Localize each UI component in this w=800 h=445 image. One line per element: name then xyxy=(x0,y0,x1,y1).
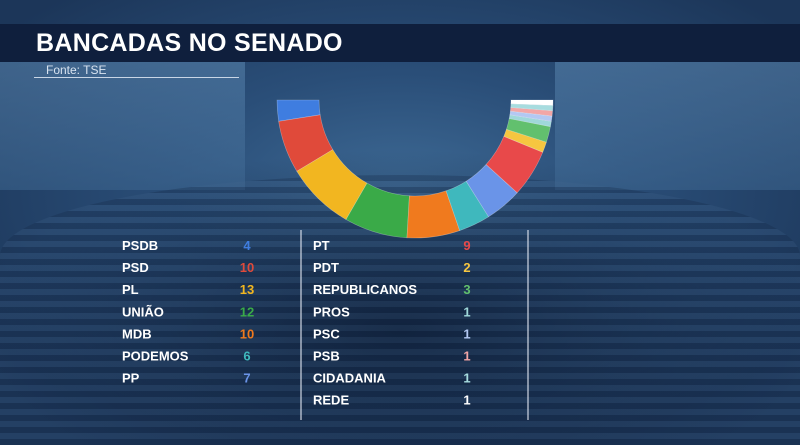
legend-value-podemos: 6 xyxy=(243,349,250,364)
legend-value-psdb: 4 xyxy=(243,238,251,253)
legend-label-republicanos: REPUBLICANOS xyxy=(313,282,417,297)
arc-segment-rede xyxy=(510,99,554,106)
source-label: Fonte: TSE xyxy=(46,63,107,77)
column-divider-left xyxy=(300,230,302,420)
legend-label-psd: PSD xyxy=(122,260,149,275)
legend-label-podemos: PODEMOS xyxy=(122,349,189,364)
legend-value-pp: 7 xyxy=(243,371,250,386)
legend-label-pdt: PDT xyxy=(313,260,339,275)
arc-segment-pros xyxy=(508,114,552,127)
legend-value-pros: 1 xyxy=(463,304,470,319)
legend-value-cidadania: 1 xyxy=(463,371,470,386)
arc-segment-pl xyxy=(296,149,368,220)
legend-label-psb: PSB xyxy=(313,349,340,364)
legend-value-psc: 1 xyxy=(463,326,470,341)
legend-value-rede: 1 xyxy=(463,393,470,408)
background-wall-left xyxy=(0,60,245,190)
legend-value-psd: 10 xyxy=(240,260,254,275)
legend-value-pt: 9 xyxy=(463,238,470,253)
source-divider xyxy=(34,77,239,78)
legend-label-psc: PSC xyxy=(313,326,340,341)
legend-label-mdb: MDB xyxy=(122,326,152,341)
legend-value-união: 12 xyxy=(240,304,254,319)
background-wall-right xyxy=(555,60,800,190)
legend-label-pp: PP xyxy=(122,371,140,386)
arc-segments xyxy=(276,99,554,239)
arc-segment-psb xyxy=(510,107,553,117)
legend-label-psdb: PSDB xyxy=(122,238,158,253)
legend-label-pros: PROS xyxy=(313,304,350,319)
legend-value-republicanos: 3 xyxy=(463,282,470,297)
legend-value-pl: 13 xyxy=(240,282,254,297)
legend-value-psb: 1 xyxy=(463,349,470,364)
legend-value-mdb: 10 xyxy=(240,326,254,341)
legend-label-pt: PT xyxy=(313,238,330,253)
header-bar xyxy=(0,24,800,62)
column-divider-right xyxy=(527,230,529,420)
arc-segment-união xyxy=(345,182,410,239)
arc-segment-psc xyxy=(509,110,553,122)
legend-value-pdt: 2 xyxy=(463,260,470,275)
legend-label-pl: PL xyxy=(122,282,139,297)
legend-label-cidadania: CIDADANIA xyxy=(313,371,387,386)
legend-label-rede: REDE xyxy=(313,393,349,408)
arc-segment-mdb xyxy=(406,190,461,239)
page-title: BANCADAS NO SENADO xyxy=(36,29,343,57)
arc-segment-pp xyxy=(465,164,518,218)
legend-label-união: UNIÃO xyxy=(122,304,164,319)
